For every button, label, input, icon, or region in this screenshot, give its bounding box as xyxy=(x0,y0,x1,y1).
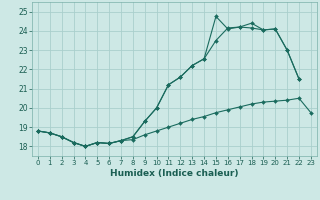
X-axis label: Humidex (Indice chaleur): Humidex (Indice chaleur) xyxy=(110,169,239,178)
